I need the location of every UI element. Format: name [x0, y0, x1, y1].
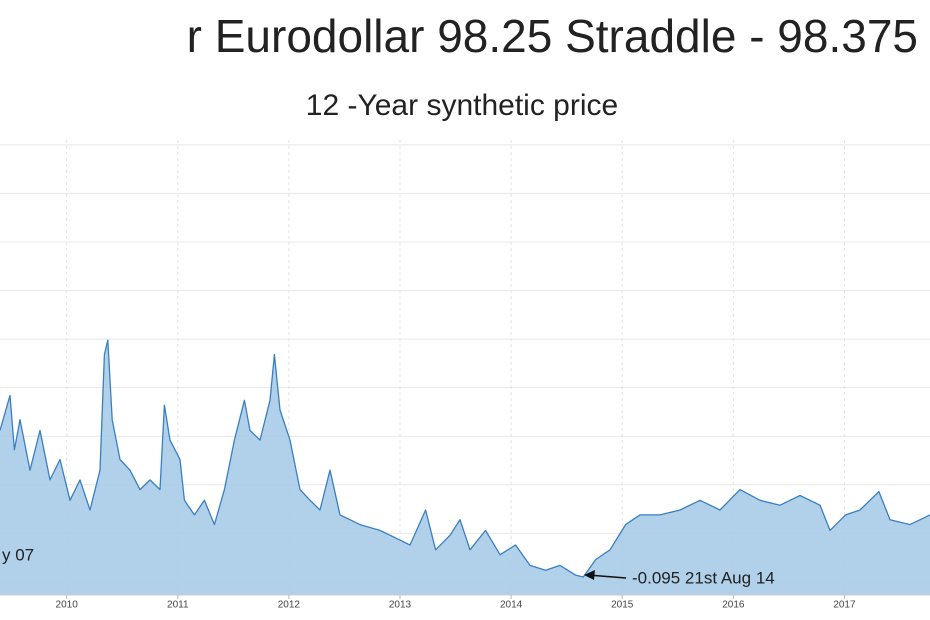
x-tick-label: 2015	[611, 600, 634, 611]
x-tick-label: 2011	[167, 600, 189, 611]
area	[0, 340, 930, 595]
annotation-arrowhead	[584, 570, 595, 580]
chart-subtitle: 12 -Year synthetic price	[306, 89, 618, 122]
chart-title: r Eurodollar 98.25 Straddle - 98.375	[187, 10, 918, 62]
x-axis: 2010 2011 2012 2013 2014 2015 2016 2017	[0, 594, 930, 611]
x-tick-label: 2012	[278, 600, 301, 611]
line	[0, 339, 930, 578]
series	[0, 339, 930, 595]
x-tick-label: 2017	[833, 600, 856, 611]
x-tick-label: 2014	[500, 600, 523, 611]
x-tick-label: 2016	[722, 600, 745, 611]
annotation: -0.095 21st Aug 14	[632, 568, 775, 587]
x-tick-label: 2010	[56, 600, 79, 611]
annotation: y 07	[2, 545, 34, 564]
x-tick-label: 2013	[389, 600, 412, 611]
